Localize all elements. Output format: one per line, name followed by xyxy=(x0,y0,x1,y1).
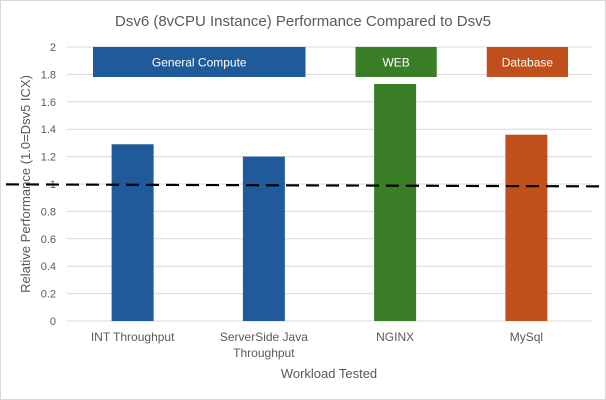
bar xyxy=(242,156,285,321)
bar xyxy=(374,83,417,322)
group-label-box xyxy=(93,47,306,77)
y-tick-label: 1.8 xyxy=(41,69,56,81)
group-label: General Compute xyxy=(152,56,247,70)
y-tick-label: 2 xyxy=(50,42,56,54)
y-tick-label: 0.2 xyxy=(41,289,56,301)
x-tick-label: MySql xyxy=(510,330,543,344)
x-tick-label: NGINX xyxy=(376,330,414,344)
y-tick-label: 1.2 xyxy=(41,152,56,164)
y-tick-label: 0.4 xyxy=(41,261,56,273)
y-tick-label: 0.6 xyxy=(41,234,56,246)
group-label-box xyxy=(355,47,437,77)
group-labels: General Compute WEB Database xyxy=(93,47,568,77)
bar xyxy=(505,134,548,321)
y-tick-label: 0.8 xyxy=(41,206,56,218)
chart-title: Dsv6 (8vCPU Instance) Performance Compar… xyxy=(115,13,491,30)
x-axis-label: Workload Tested xyxy=(281,366,377,381)
y-axis-label: Relative Performance (1.0=Dsv5 ICX) xyxy=(18,75,33,293)
y-tick-label: 1.6 xyxy=(41,97,56,109)
y-tick-label: 0 xyxy=(50,316,56,328)
group-label: Database xyxy=(502,56,554,70)
y-tick-label: 1.4 xyxy=(41,124,56,136)
x-tick-labels: INT Throughput ServerSide Java Throughput N… xyxy=(91,330,543,360)
bar xyxy=(111,144,154,321)
x-tick-label: ServerSide Java Throughput xyxy=(220,330,308,360)
y-tick-labels: 00.20.40.60.811.21.41.61.82 xyxy=(41,42,56,328)
group-label-box xyxy=(486,47,568,77)
bars xyxy=(111,83,548,322)
group-label: WEB xyxy=(382,56,409,70)
x-tick-label: INT Throughput xyxy=(91,330,175,344)
